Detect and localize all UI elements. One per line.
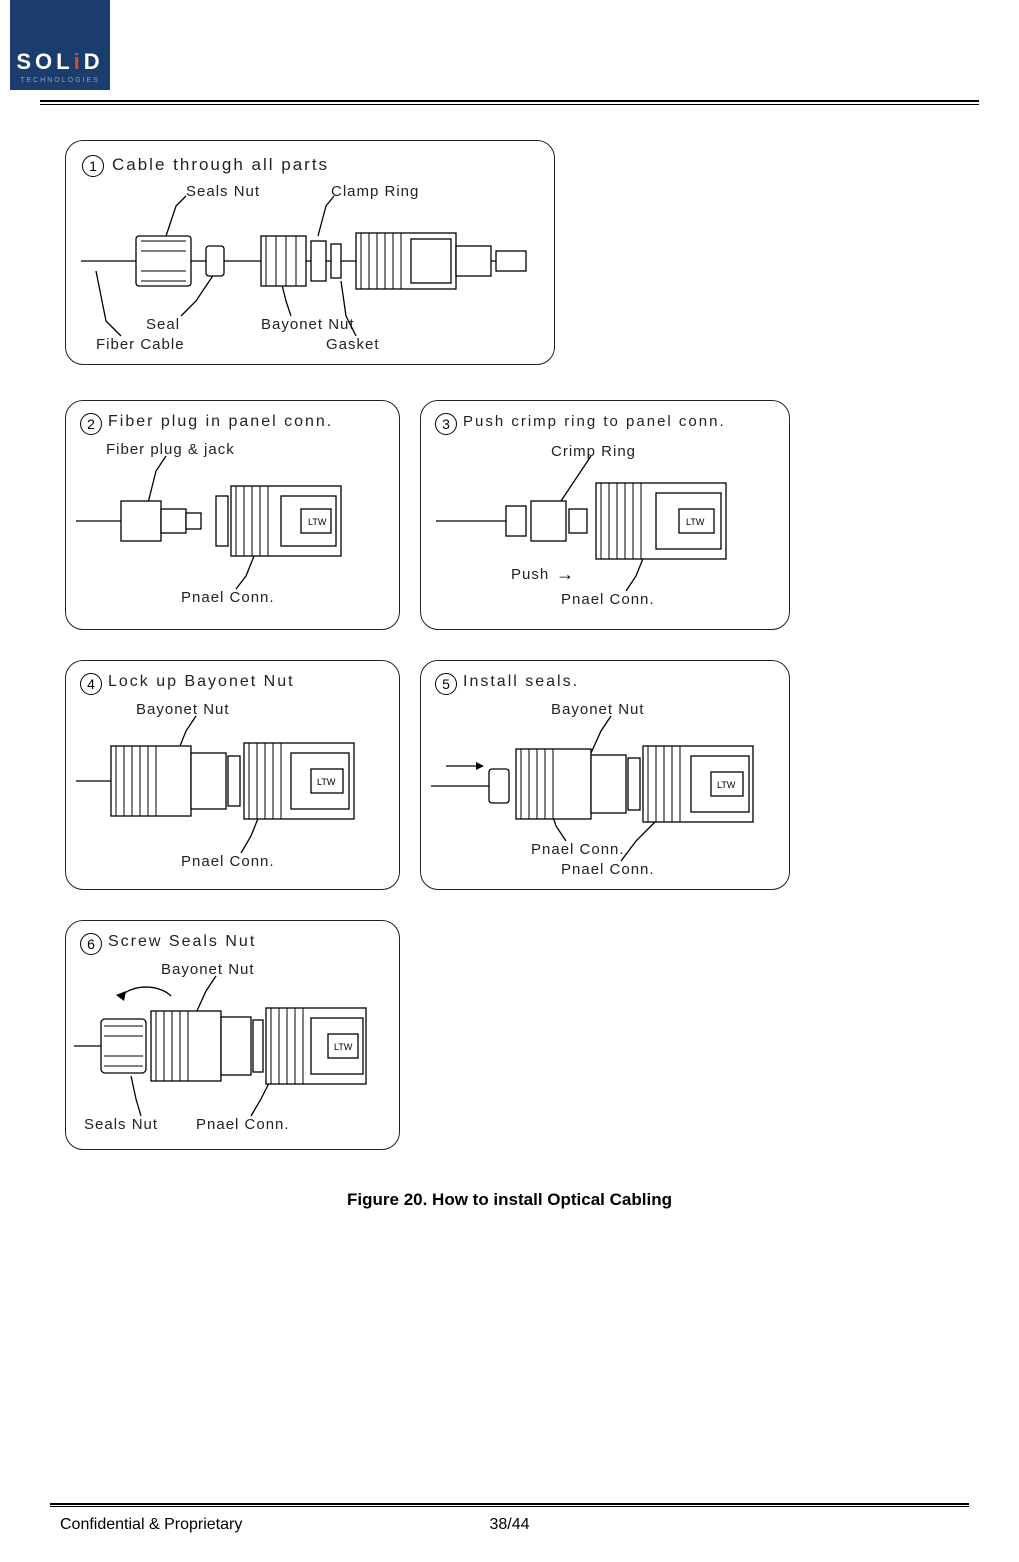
svg-text:LTW: LTW bbox=[717, 780, 736, 790]
logo-text-right: D bbox=[84, 49, 104, 74]
svg-text:LTW: LTW bbox=[317, 777, 336, 787]
logo-text-i: i bbox=[74, 49, 84, 74]
logo-block: SOLiD TECHNOLOGIES bbox=[10, 0, 110, 90]
footer-left: Confidential & Proprietary bbox=[60, 1516, 242, 1534]
diagram-3: LTW bbox=[421, 401, 790, 630]
panel-6: 6 Screw Seals Nut Bayonet Nut Seals Nut … bbox=[65, 920, 400, 1150]
footer-page: 38/44 bbox=[489, 1516, 529, 1534]
footer-rule bbox=[50, 1503, 969, 1507]
panel-4: 4 Lock up Bayonet Nut Bayonet Nut Pnael … bbox=[65, 660, 400, 890]
logo-subtext: TECHNOLOGIES bbox=[16, 77, 103, 84]
page: SOLiD TECHNOLOGIES 1 Cable through all p… bbox=[0, 0, 1019, 1562]
diagram-5: LTW bbox=[421, 661, 790, 890]
logo-text-left: SOL bbox=[16, 49, 73, 74]
diagram-4: LTW bbox=[66, 661, 400, 890]
figure-caption: Figure 20. How to install Optical Cablin… bbox=[60, 1190, 959, 1210]
panel-1: 1 Cable through all parts Seals Nut Clam… bbox=[65, 140, 555, 365]
diagram-6: LTW bbox=[66, 921, 400, 1150]
diagram-2: LTW bbox=[66, 401, 400, 630]
diagram-1 bbox=[66, 141, 555, 365]
svg-text:LTW: LTW bbox=[686, 517, 705, 527]
logo-inner: SOLiD TECHNOLOGIES bbox=[16, 49, 103, 84]
svg-text:LTW: LTW bbox=[308, 517, 327, 527]
svg-text:LTW: LTW bbox=[334, 1042, 353, 1052]
panel-2: 2 Fiber plug in panel conn. Fiber plug &… bbox=[65, 400, 400, 630]
logo-main: SOLiD bbox=[16, 49, 103, 75]
footer: Confidential & Proprietary 38/44 bbox=[60, 1516, 959, 1534]
header-rule bbox=[40, 100, 979, 105]
panel-5: 5 Install seals. Bayonet Nut Pnael Conn.… bbox=[420, 660, 790, 890]
panel-3: 3 Push crimp ring to panel conn. Crimp R… bbox=[420, 400, 790, 630]
